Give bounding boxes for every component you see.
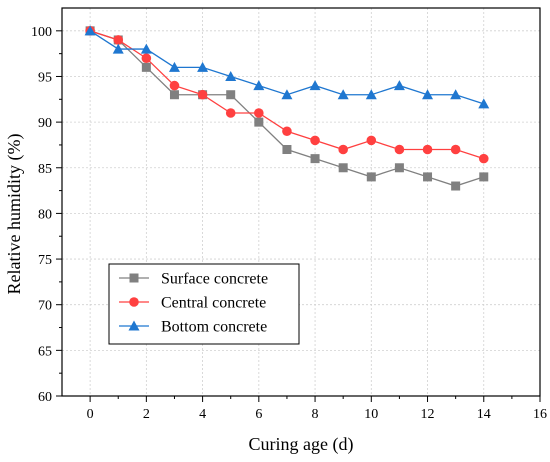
data-point	[197, 89, 208, 100]
series-layer	[84, 25, 490, 191]
data-point	[225, 108, 236, 118]
x-tick-label: 4	[199, 407, 206, 422]
data-point	[169, 80, 180, 91]
y-tick-label: 95	[38, 70, 52, 85]
data-point	[451, 181, 461, 191]
legend-marker	[129, 297, 139, 307]
data-point	[423, 172, 433, 182]
x-tick-label: 2	[143, 407, 150, 422]
data-point	[169, 90, 179, 100]
data-point	[84, 25, 96, 36]
legend-marker	[128, 320, 140, 331]
y-axis-title: Relative humidity (%)	[4, 134, 25, 295]
data-point	[338, 144, 348, 155]
data-point	[254, 117, 264, 127]
y-tick-label: 60	[38, 390, 52, 405]
y-tick-label: 100	[31, 25, 52, 40]
x-tick-label: 10	[364, 407, 378, 422]
data-point	[422, 89, 434, 100]
y-tick-label: 65	[38, 344, 52, 359]
data-point	[366, 172, 376, 182]
legend-box	[108, 263, 300, 345]
data-point	[141, 53, 152, 64]
data-point	[282, 126, 292, 137]
data-point	[197, 61, 209, 72]
data-point	[113, 35, 124, 45]
data-point	[112, 43, 124, 54]
legend-label: Surface concrete	[161, 271, 268, 288]
plot-frame	[61, 7, 541, 397]
x-tick-label: 16	[533, 407, 547, 422]
axis-ticks: 0 2 4 6 8 10 12 14 16 60 65 70 75 80 85 90 95 100	[31, 25, 547, 422]
data-point	[281, 89, 293, 100]
data-point	[394, 144, 405, 155]
data-point	[365, 89, 377, 100]
x-tick-label: 8	[312, 407, 319, 422]
legend: Surface concrete Central concrete Bottom c…	[108, 263, 300, 345]
data-point	[337, 89, 349, 100]
data-point	[478, 98, 490, 109]
y-tick-label: 90	[38, 116, 52, 131]
legend-marker	[129, 273, 139, 283]
data-point	[253, 80, 265, 91]
data-point	[168, 61, 180, 72]
x-tick-label: 12	[421, 407, 435, 422]
data-point	[140, 43, 152, 54]
data-point	[422, 144, 433, 155]
data-point	[226, 90, 236, 100]
x-axis-title: Curing age (d)	[249, 434, 354, 455]
data-point	[450, 144, 461, 155]
y-tick-label: 70	[38, 299, 52, 314]
data-point	[310, 154, 320, 164]
data-point	[282, 145, 292, 155]
data-point	[450, 89, 462, 100]
series-line	[89, 30, 484, 187]
data-point	[310, 135, 320, 146]
data-point	[478, 153, 489, 164]
data-point	[141, 62, 151, 72]
data-point	[393, 80, 405, 91]
y-tick-label: 80	[38, 207, 52, 222]
y-tick-label: 75	[38, 253, 52, 268]
x-tick-label: 6	[255, 407, 262, 422]
legend-label: Central concrete	[161, 295, 266, 312]
legend-label: Bottom concrete	[161, 319, 267, 336]
series-triangle	[84, 25, 490, 109]
y-tick-label: 85	[38, 162, 52, 177]
x-tick-label: 14	[477, 407, 491, 422]
x-tick-label: 0	[87, 407, 94, 422]
data-point	[479, 172, 489, 182]
data-point	[394, 163, 404, 173]
data-point	[366, 135, 377, 146]
data-point	[309, 80, 321, 91]
data-point	[338, 163, 348, 173]
data-point	[254, 108, 264, 118]
data-point	[225, 70, 237, 81]
